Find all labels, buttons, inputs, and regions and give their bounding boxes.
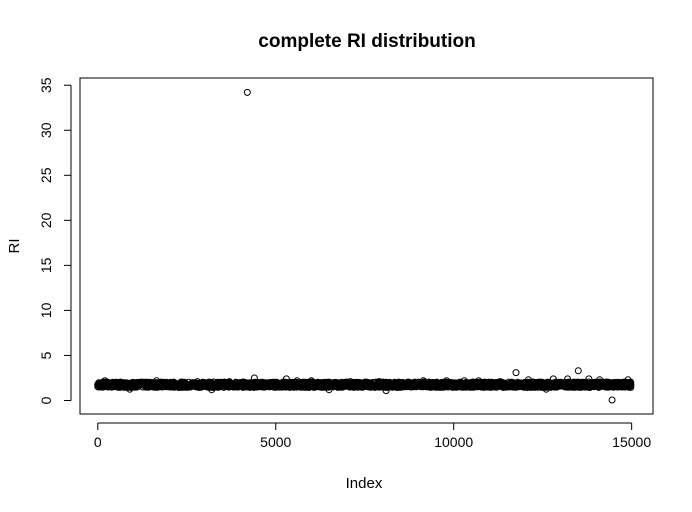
y-tick-label: 20 [38, 212, 54, 228]
data-point [193, 378, 201, 386]
x-axis-label: Index [346, 475, 383, 492]
y-tick-label: 30 [38, 122, 54, 138]
data-point [293, 377, 301, 385]
x-tick-label: 5000 [260, 434, 291, 450]
data-point [496, 378, 504, 386]
x-tick-label: 10000 [434, 434, 473, 450]
data-point [608, 396, 616, 404]
data-point [347, 378, 354, 386]
y-tick-label: 35 [38, 77, 54, 93]
data-point [126, 385, 134, 393]
data-point [574, 367, 582, 375]
y-tick-label: 10 [38, 302, 54, 318]
data-point [325, 386, 333, 394]
y-tick-label: 0 [38, 396, 54, 404]
y-tick-label: 5 [38, 351, 54, 359]
data-point [101, 377, 109, 385]
x-tick-label: 15000 [612, 434, 651, 450]
data-point [542, 385, 550, 393]
data-point [460, 377, 468, 385]
x-tick-label: 0 [94, 434, 102, 450]
data-point [627, 382, 635, 390]
data-point [419, 377, 427, 385]
data-point [549, 375, 557, 383]
data-point [475, 377, 483, 385]
chart-title: complete RI distribution [258, 31, 475, 52]
x-axis: 0 5000 10000 15000 [94, 422, 651, 450]
y-axis-label: RI [6, 239, 23, 254]
y-tick-label: 15 [38, 257, 54, 273]
data-point [512, 369, 520, 377]
data-point [596, 376, 604, 384]
plot-frame [79, 77, 654, 415]
data-point [382, 387, 390, 395]
data-point [250, 374, 258, 382]
data-point [443, 377, 451, 385]
data-point [624, 376, 632, 384]
y-tick-label: 25 [38, 167, 54, 183]
data-point [564, 375, 572, 383]
data-point [585, 375, 593, 383]
data-point [153, 377, 160, 385]
data-point [208, 386, 216, 394]
data-point [243, 88, 251, 96]
data-point [226, 378, 233, 386]
data-point [524, 376, 532, 384]
data-point [282, 375, 290, 383]
data-point [307, 377, 315, 385]
data-points [94, 88, 635, 404]
data-point [375, 378, 383, 386]
y-axis: 0 5 10 15 20 25 30 35 [38, 77, 72, 404]
